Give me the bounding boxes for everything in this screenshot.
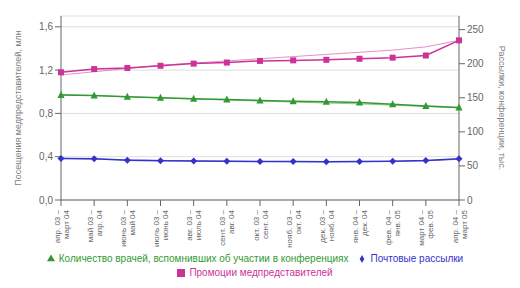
svg-text:Посещения медпредставителей, м: Посещения медпредставителей, млн bbox=[13, 30, 23, 186]
svg-text:окт. 03 –сент. 04: окт. 03 –сент. 04 bbox=[252, 209, 270, 240]
svg-text:1,6: 1,6 bbox=[39, 21, 53, 32]
svg-text:авг. 03 –июль 04: авг. 03 –июль 04 bbox=[185, 209, 203, 240]
svg-text:Рассылки, конференции, тыс.: Рассылки, конференции, тыс. bbox=[497, 46, 507, 171]
html-text:Почтовые рассылки: Почтовые рассылки bbox=[370, 253, 464, 264]
html-text:Промоции медпредставителей: Промоции медпредставителей bbox=[189, 267, 333, 278]
svg-text:0,0: 0,0 bbox=[39, 195, 53, 206]
svg-text:150: 150 bbox=[467, 92, 484, 103]
svg-text:100: 100 bbox=[467, 126, 484, 137]
svg-text:50: 50 bbox=[467, 160, 479, 171]
svg-text:1,2: 1,2 bbox=[39, 65, 53, 76]
svg-text:май 03 –апр. 04: май 03 –апр. 04 bbox=[86, 209, 104, 242]
svg-text:дек. 03 –нояб. 04: дек. 03 –нояб. 04 bbox=[318, 209, 336, 242]
svg-text:200: 200 bbox=[467, 58, 484, 69]
svg-text:0: 0 bbox=[467, 195, 473, 206]
svg-text:апр. 03 –март 04: апр. 03 –март 04 bbox=[53, 209, 71, 243]
svg-text:0,8: 0,8 bbox=[39, 108, 53, 119]
svg-text:июль 03 –июнь 04: июль 03 –июнь 04 bbox=[152, 209, 170, 246]
svg-text:фев. 04 –янв. 05: фев. 04 –янв. 05 bbox=[384, 209, 402, 245]
svg-text:сент. 03 –авг. 04: сент. 03 –авг. 04 bbox=[218, 209, 236, 245]
svg-text:апр. 04 –март 05: апр. 04 –март 05 bbox=[451, 209, 469, 243]
svg-text:0,4: 0,4 bbox=[39, 151, 53, 162]
html-text:Количество врачей, вспомнивших: Количество врачей, вспомнивших об участи… bbox=[58, 253, 349, 264]
svg-text:нояб. 03 –окт. 04: нояб. 03 –окт. 04 bbox=[285, 209, 303, 247]
svg-text:янв. 04 –дек. 04: янв. 04 –дек. 04 bbox=[351, 209, 369, 243]
svg-text:250: 250 bbox=[467, 24, 484, 35]
svg-text:июнь 03 –май 04: июнь 03 –май 04 bbox=[119, 209, 137, 246]
svg-text:март 04 –фев. 05: март 04 –фев. 05 bbox=[417, 209, 435, 245]
